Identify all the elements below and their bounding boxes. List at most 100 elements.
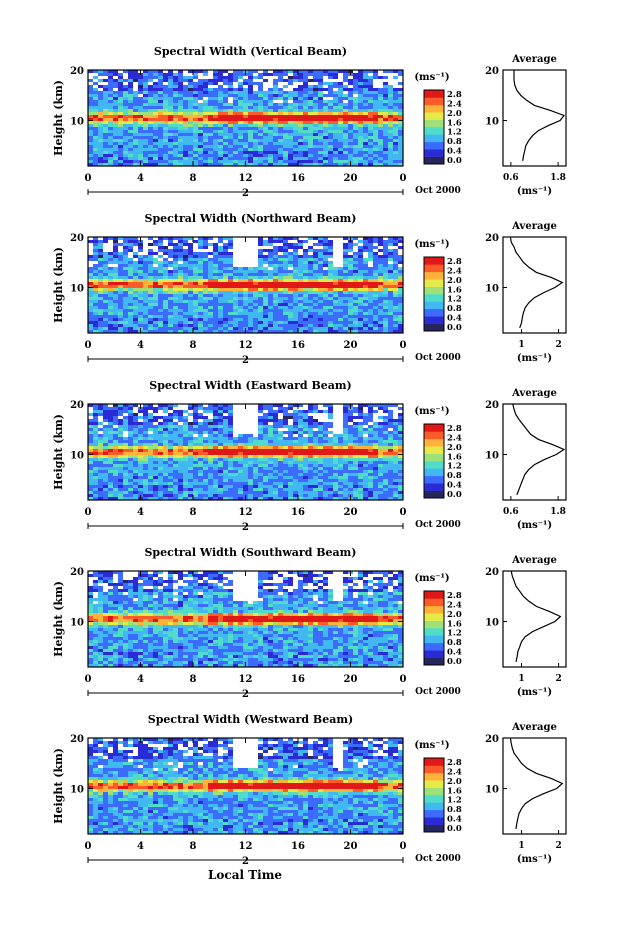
average-y-tick-label: 20 <box>485 400 499 411</box>
colorbar-swatch <box>424 475 444 484</box>
panel-title: Spectral Width (Vertical Beam) <box>154 45 347 58</box>
x-tick-label: 0 <box>85 841 92 852</box>
colorbar-swatch <box>424 264 444 273</box>
average-x-label: (ms⁻¹) <box>517 186 552 197</box>
average-x-tick-label: 1 <box>518 841 524 851</box>
colorbar-frame <box>423 256 445 332</box>
x-tick-label: 20 <box>344 674 358 685</box>
colorbar-tick-label: 0.8 <box>447 638 462 648</box>
colorbar-swatch <box>424 642 444 651</box>
colorbar-swatch <box>424 316 444 324</box>
colorbar-swatch <box>424 279 444 287</box>
colorbar-tick-label: 0.8 <box>447 805 462 815</box>
y-axis-label: Height (km) <box>52 247 65 323</box>
x-tick-label: 12 <box>239 674 253 685</box>
average-title: Average <box>511 221 557 232</box>
colorbar-frame <box>423 89 445 165</box>
colorbar-tick-label: 0.4 <box>447 147 462 157</box>
heatmap-cells <box>88 738 404 835</box>
panel-1: Spectral Width (Northward Beam) Height (k… <box>52 212 567 366</box>
colorbar-frame <box>423 757 445 833</box>
x-tick-label: 8 <box>190 841 197 852</box>
colorbar-swatch <box>424 598 444 607</box>
average-frame <box>502 403 567 501</box>
colorbar-swatch <box>424 605 444 614</box>
colorbar-swatch <box>424 483 444 491</box>
colorbar-swatch <box>424 149 444 157</box>
colorbar-swatch <box>424 156 444 165</box>
y-tick-label: 10 <box>70 117 84 128</box>
colorbar-unit: (ms⁻¹) <box>414 740 449 751</box>
colorbar-swatch <box>424 591 444 599</box>
colorbar-tick-label: 2.0 <box>447 443 462 453</box>
x-tick-label: 12 <box>239 340 253 351</box>
colorbar-tick-label: 1.2 <box>447 796 462 806</box>
panel-3: Spectral Width (Southward Beam) Height (k… <box>52 546 567 700</box>
heatmap-cells <box>88 237 404 334</box>
panel-4: Spectral Width (Westward Beam) Height (km… <box>52 713 567 867</box>
y-tick-label: 10 <box>70 451 84 462</box>
colorbar-tick-label: 2.4 <box>447 600 462 610</box>
colorbar-swatch <box>424 104 444 113</box>
colorbar-tick-label: 2.0 <box>447 109 462 119</box>
average-y-tick-label: 10 <box>485 618 499 629</box>
x-tick-label: 4 <box>137 674 144 685</box>
colorbar-swatch <box>424 90 444 98</box>
colorbar-swatch <box>424 308 444 317</box>
average-title: Average <box>511 555 557 566</box>
y-axis-label: Height (km) <box>52 414 65 490</box>
x-tick-label: 8 <box>190 173 197 184</box>
average-profile-line <box>512 403 566 496</box>
x-tick-label: 16 <box>291 340 305 351</box>
colorbar-tick-label: 0.0 <box>447 323 462 333</box>
panel-title: Spectral Width (Southward Beam) <box>144 546 356 559</box>
colorbar-tick-label: 2.8 <box>447 591 462 601</box>
panel-2: Spectral Width (Eastward Beam) Height (km… <box>52 379 567 533</box>
colorbar-swatch <box>424 134 444 143</box>
day-marker-label: 2 <box>242 522 249 533</box>
colorbar-swatch <box>424 802 444 811</box>
average-x-tick-label: 1 <box>518 674 524 684</box>
colorbar-swatch <box>424 817 444 825</box>
day-marker-label: 2 <box>242 856 249 867</box>
colorbar-swatch <box>424 301 444 310</box>
colorbar-swatch <box>424 772 444 781</box>
panel-title: Spectral Width (Eastward Beam) <box>149 379 351 392</box>
day-marker-label: 2 <box>242 355 249 366</box>
average-x-tick-label: 2 <box>555 841 561 851</box>
heatmap-cells <box>88 571 404 668</box>
average-x-tick-label: 1 <box>518 340 524 350</box>
colorbar-swatch <box>424 765 444 774</box>
colorbar-tick-label: 2.8 <box>447 257 462 267</box>
colorbar-tick-label: 2.0 <box>447 777 462 787</box>
colorbar-unit: (ms⁻¹) <box>414 72 449 83</box>
colorbar-swatch <box>424 453 444 462</box>
colorbar-tick-label: 0.0 <box>447 490 462 500</box>
date-label: Oct 2000 <box>415 854 461 864</box>
x-tick-label: 4 <box>137 841 144 852</box>
colorbar-swatch <box>424 431 444 440</box>
x-tick-label: 0 <box>85 340 92 351</box>
colorbar-swatch <box>424 490 444 499</box>
average-x-tick-label: 0.6 <box>503 507 519 517</box>
colorbar-swatch <box>424 257 444 265</box>
colorbar-swatch <box>424 468 444 477</box>
x-tick-label: 0 <box>400 340 407 351</box>
colorbar-swatch <box>424 446 444 454</box>
average-y-tick-label: 10 <box>485 284 499 295</box>
colorbar-swatch <box>424 323 444 332</box>
x-tick-label: 20 <box>344 173 358 184</box>
average-title: Average <box>511 54 557 65</box>
colorbar-swatch <box>424 294 444 302</box>
average-x-label: (ms⁻¹) <box>517 353 552 364</box>
x-tick-label: 0 <box>400 173 407 184</box>
colorbar-swatch <box>424 286 444 295</box>
x-tick-label: 0 <box>85 173 92 184</box>
average-y-tick-label: 10 <box>485 117 499 128</box>
y-tick-label: 20 <box>70 233 84 244</box>
colorbar-tick-label: 0.4 <box>447 314 462 324</box>
x-tick-label: 8 <box>190 507 197 518</box>
x-tick-label: 0 <box>85 507 92 518</box>
colorbar-tick-label: 2.0 <box>447 276 462 286</box>
x-tick-label: 16 <box>291 173 305 184</box>
